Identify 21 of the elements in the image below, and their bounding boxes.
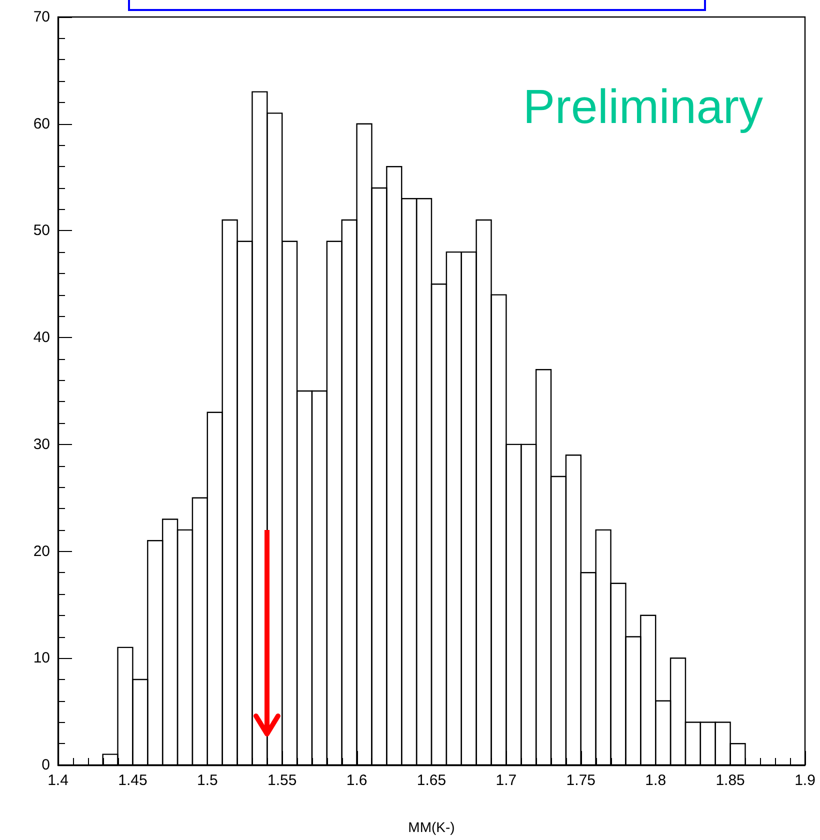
x-tick-label: 1.75	[566, 772, 596, 789]
x-tick-label: 1.8	[645, 772, 666, 789]
x-tick-label: 1.5	[196, 772, 218, 789]
y-tick-label: 70	[33, 8, 50, 26]
x-tick-label: 1.65	[416, 772, 446, 789]
y-tick-label: 50	[33, 222, 50, 240]
y-tick-label: 10	[33, 650, 50, 667]
x-tick-label: 1.9	[794, 772, 816, 789]
y-tick-label: 60	[33, 115, 50, 132]
y-tick-label: 20	[33, 542, 50, 560]
x-tick-label: 1.7	[496, 772, 517, 789]
x-tick-label: 1.45	[118, 772, 148, 789]
y-tick-label: 0	[42, 756, 50, 774]
x-tick-label: 1.4	[48, 772, 68, 789]
x-tick-label: 1.6	[346, 772, 368, 789]
annotation: Preliminary	[522, 80, 763, 135]
x-tick-label: 1.55	[268, 772, 297, 789]
x-axis-title: MM(K-)	[408, 819, 455, 835]
x-tick-label: 1.85	[716, 772, 745, 789]
y-tick-label: 30	[33, 436, 50, 453]
y-tick-label: 40	[33, 329, 50, 346]
